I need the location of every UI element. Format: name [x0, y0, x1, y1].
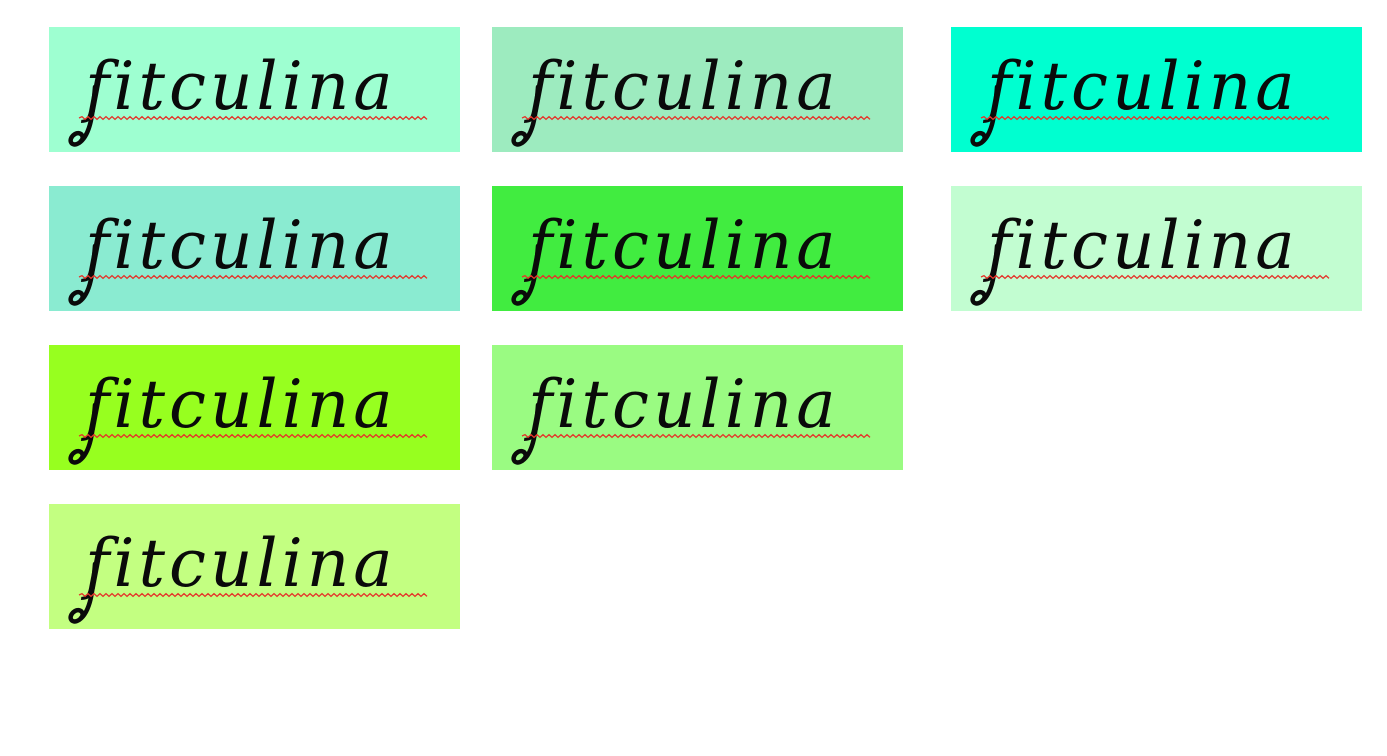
logo-tile-2: fitculina	[492, 27, 903, 152]
logo-graphic: fitculina	[951, 27, 1362, 152]
f-swash-icon	[68, 243, 98, 306]
logo-graphic: fitculina	[951, 186, 1362, 311]
tile-background	[951, 27, 1362, 152]
logo-graphic: fitculina	[49, 345, 460, 470]
logo-graphic: fitculina	[49, 27, 460, 152]
f-swash-icon	[970, 243, 1000, 306]
logo-text: fitculina	[523, 366, 840, 443]
logo-text: fitculina	[80, 207, 397, 284]
logo-text: fitculina	[523, 48, 840, 125]
spellcheck-underline	[78, 592, 428, 598]
tile-background	[49, 345, 460, 470]
f-swash-icon	[511, 84, 541, 147]
logo-graphic: fitculina	[492, 345, 903, 470]
tile-background	[492, 345, 903, 470]
logo-tile-1: fitculina	[49, 27, 460, 152]
tile-background	[49, 504, 460, 629]
logo-graphic: fitculina	[492, 186, 903, 311]
f-swash-icon	[511, 402, 541, 465]
spellcheck-underline	[521, 433, 871, 439]
logo-tile-4: fitculina	[49, 186, 460, 311]
logo-graphic: fitculina	[49, 504, 460, 629]
spellcheck-underline	[980, 115, 1330, 121]
logo-tile-3: fitculina	[951, 27, 1362, 152]
tile-background	[49, 27, 460, 152]
logo-text: fitculina	[80, 525, 397, 602]
logo-text: fitculina	[80, 48, 397, 125]
f-swash-icon	[511, 243, 541, 306]
logo-tile-7: fitculina	[49, 345, 460, 470]
spellcheck-underline	[521, 274, 871, 280]
logo-text: fitculina	[982, 207, 1299, 284]
tile-background	[951, 186, 1362, 311]
logo-graphic: fitculina	[49, 186, 460, 311]
logo-tile-9: fitculina	[49, 504, 460, 629]
tile-background	[49, 186, 460, 311]
logo-tile-6: fitculina	[951, 186, 1362, 311]
spellcheck-underline	[78, 274, 428, 280]
f-swash-icon	[970, 84, 1000, 147]
spellcheck-underline	[78, 433, 428, 439]
logo-tile-5: fitculina	[492, 186, 903, 311]
spellcheck-underline	[521, 115, 871, 121]
f-swash-icon	[68, 561, 98, 624]
logo-tile-8: fitculina	[492, 345, 903, 470]
spellcheck-underline	[78, 115, 428, 121]
logo-text: fitculina	[982, 48, 1299, 125]
f-swash-icon	[68, 402, 98, 465]
tile-background	[492, 186, 903, 311]
logo-graphic: fitculina	[492, 27, 903, 152]
f-swash-icon	[68, 84, 98, 147]
spellcheck-underline	[980, 274, 1330, 280]
logo-text: fitculina	[523, 207, 840, 284]
logo-text: fitculina	[80, 366, 397, 443]
tile-background	[492, 27, 903, 152]
